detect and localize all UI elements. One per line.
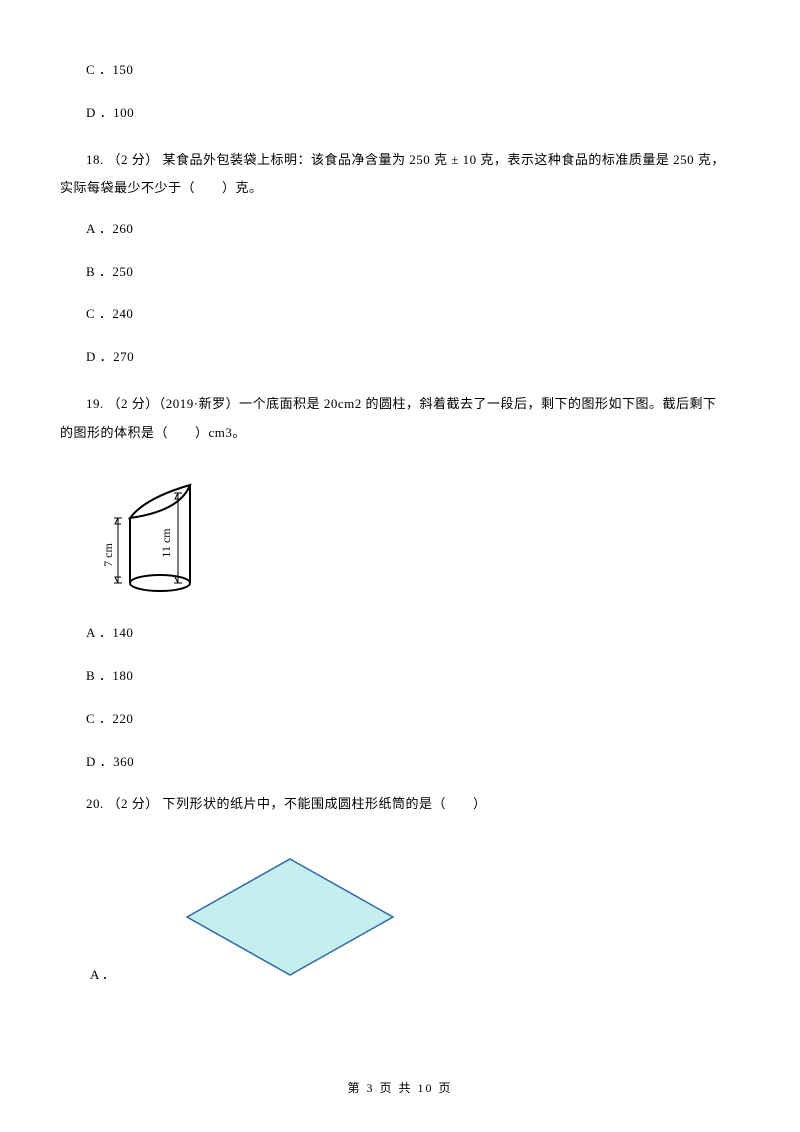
q20-option-a-row: A ． xyxy=(60,837,740,987)
q18-stem-line2: 实际每袋最少不少于（ ）克。 xyxy=(60,174,740,203)
q20-stem: 20. （2 分） 下列形状的纸片中，不能围成圆柱形纸筒的是（ ） xyxy=(60,794,740,815)
q18-option-a: A ．260 xyxy=(60,219,740,240)
q19-stem: 19. （2 分）（2019·新罗）一个底面积是 20cm2 的圆柱，斜着截去了… xyxy=(60,390,740,447)
page-footer: 第 3 页 共 10 页 xyxy=(0,1079,800,1096)
q18-option-c: C ．240 xyxy=(60,304,740,325)
q19-left-label: 7 cm xyxy=(101,543,115,567)
q18-option-d: D ．270 xyxy=(60,347,740,368)
q19-option-d: D ．360 xyxy=(60,752,740,773)
q20-option-a-label: A ． xyxy=(90,964,115,983)
q19-option-b: B ．180 xyxy=(60,666,740,687)
q20-diamond-figure xyxy=(175,847,405,987)
q17-option-d: D ．100 xyxy=(60,103,740,124)
q19-right-label: 11 cm xyxy=(159,528,173,558)
q19-stem-line2: 的图形的体积是（ ）cm3。 xyxy=(60,419,740,448)
q17-option-c: C ．150 xyxy=(60,60,740,81)
q18-stem: 18. （2 分） 某食品外包装袋上标明：该食品净含量为 250 克 ± 10 … xyxy=(60,146,740,203)
q19-cylinder-figure: 7 cm 11 cm xyxy=(90,463,210,603)
diamond-shape xyxy=(187,859,393,975)
q18-stem-line1: 18. （2 分） 某食品外包装袋上标明：该食品净含量为 250 克 ± 10 … xyxy=(60,146,740,175)
page-content: C ．150 D ．100 18. （2 分） 某食品外包装袋上标明：该食品净含… xyxy=(0,0,800,1047)
q18-option-b: B ．250 xyxy=(60,262,740,283)
q19-option-c: C ．220 xyxy=(60,709,740,730)
q19-stem-line1: 19. （2 分）（2019·新罗）一个底面积是 20cm2 的圆柱，斜着截去了… xyxy=(60,390,740,419)
q19-option-a: A ．140 xyxy=(60,623,740,644)
